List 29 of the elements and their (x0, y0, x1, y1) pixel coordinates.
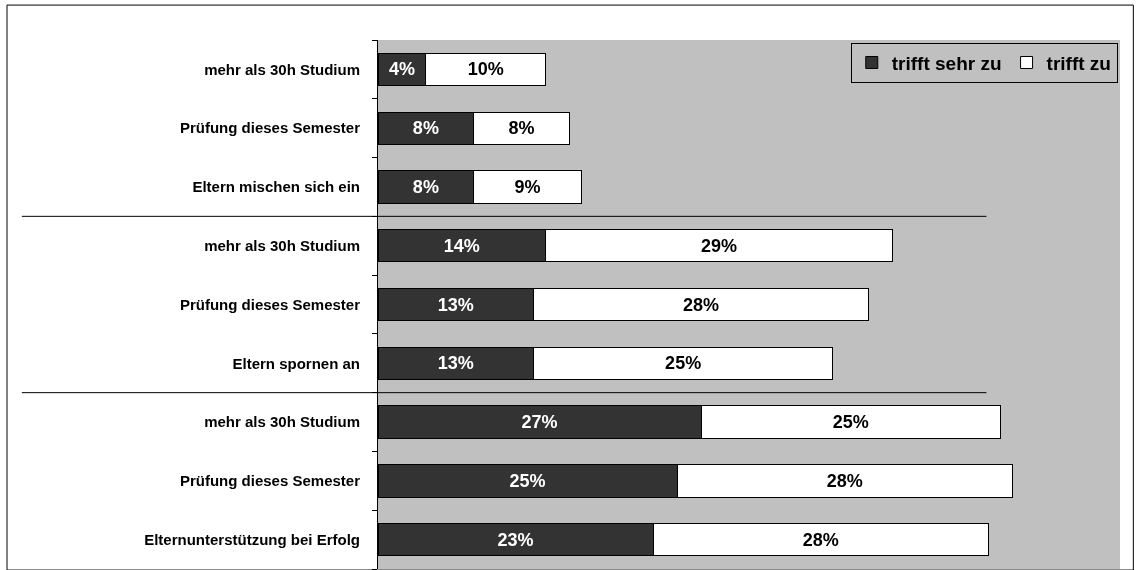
y-tick-label: Eltern spornen an (232, 354, 360, 372)
data-label: 28% (826, 470, 863, 491)
legend-label: trifft sehr zu (891, 52, 1002, 74)
data-label: 28% (802, 529, 839, 550)
data-label: 8% (412, 176, 439, 197)
data-label: 8% (508, 118, 535, 139)
data-label: 23% (497, 529, 534, 550)
y-tick-label: mehr als 30h Studium (204, 236, 360, 254)
data-label: 14% (443, 235, 480, 256)
y-tick-label: Elternunterstützung bei Erfolg (144, 530, 360, 548)
y-tick-label: mehr als 30h Studium (204, 413, 360, 431)
data-label: 25% (832, 412, 869, 433)
data-label: 10% (467, 59, 504, 80)
data-label: 9% (514, 176, 541, 197)
legend-label: trifft zu (1046, 52, 1111, 74)
data-label: 27% (521, 412, 558, 433)
y-tick-label: Eltern mischen sich ein (192, 178, 360, 196)
data-label: 25% (509, 470, 546, 491)
data-label: 29% (701, 235, 738, 256)
y-tick-label: Prüfung dieses Semester (179, 119, 361, 137)
y-tick-label: Prüfung dieses Semester (179, 472, 361, 490)
data-label: 13% (437, 294, 474, 315)
data-label: 8% (412, 118, 439, 139)
y-tick-label: mehr als 30h Studium (204, 60, 360, 78)
data-label: 25% (665, 353, 702, 374)
data-label: 4% (388, 59, 415, 80)
y-tick-label: Prüfung dieses Semester (179, 295, 361, 313)
data-label: 13% (437, 353, 474, 374)
data-label: 28% (683, 294, 720, 315)
